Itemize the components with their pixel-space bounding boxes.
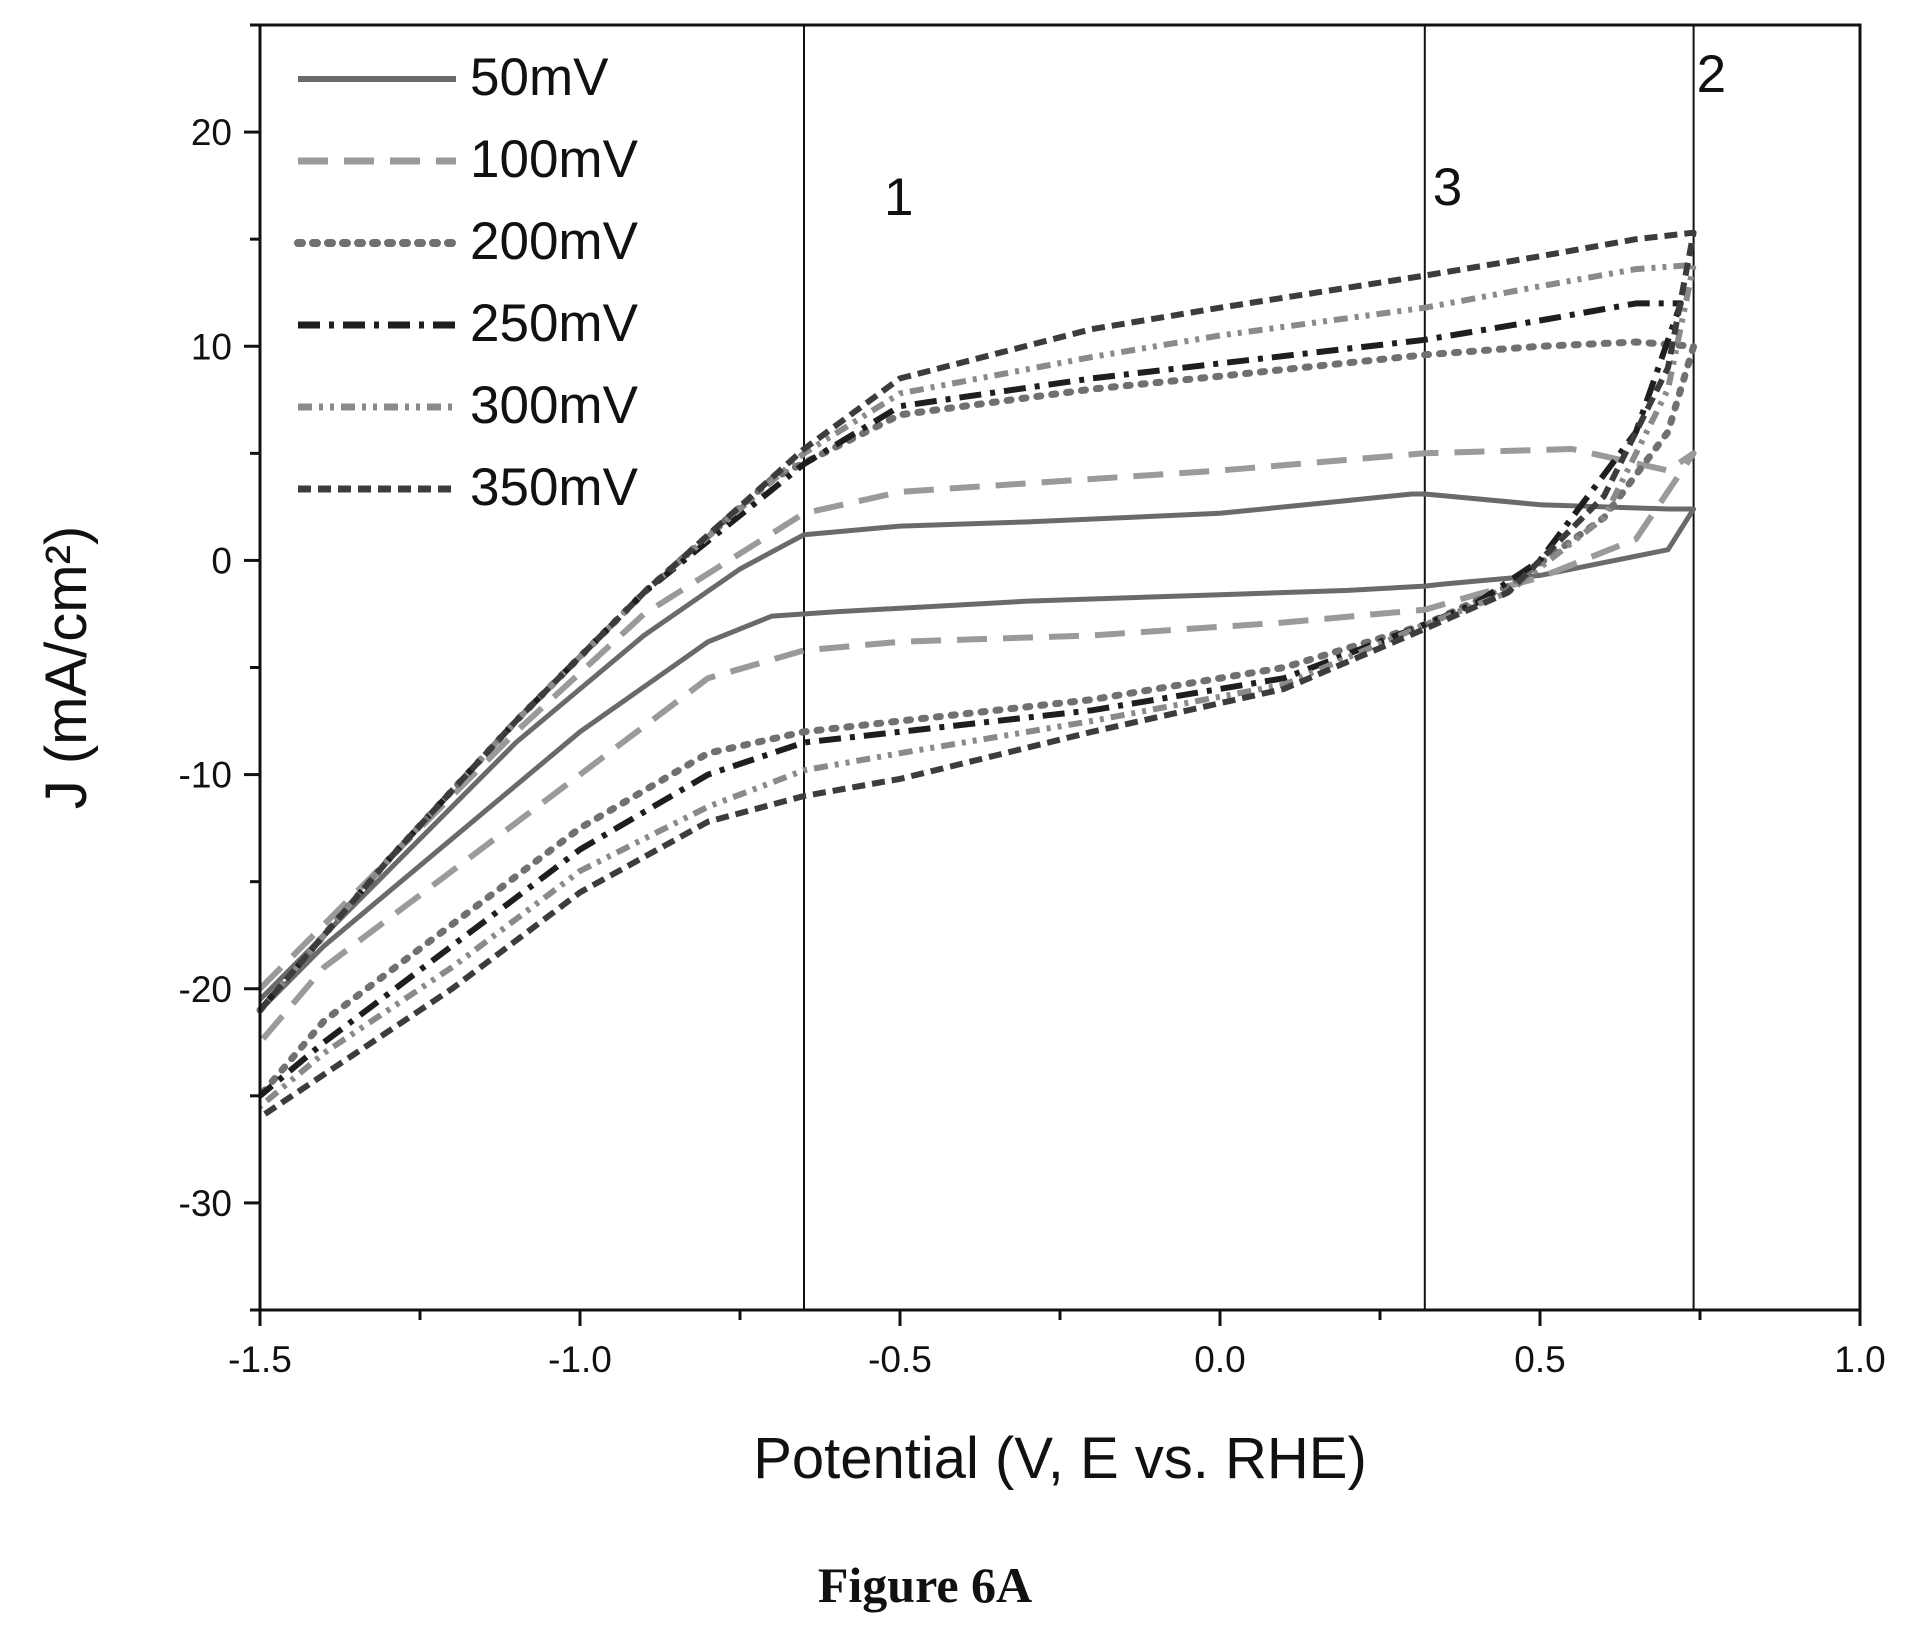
x-tick-label: 0.0 xyxy=(1194,1339,1245,1380)
figure-caption: Figure 6A xyxy=(818,1557,1032,1613)
series-line-300mV xyxy=(257,261,1697,1109)
x-axis-title: Potential (V, E vs. RHE) xyxy=(753,1426,1367,1491)
legend: 50mV 100mV 200mV 250mV 300mV 350mV xyxy=(294,48,639,517)
legend-label: 300mV xyxy=(470,376,639,435)
y-tick-label: -20 xyxy=(179,969,232,1010)
series-line-350mV xyxy=(257,229,1697,1120)
region-label: 2 xyxy=(1697,45,1726,104)
y-tick-label: -30 xyxy=(179,1183,232,1224)
x-tick-label: 0.5 xyxy=(1514,1339,1565,1380)
region-label: 1 xyxy=(884,168,913,227)
series-line-100mV xyxy=(257,446,1697,1045)
legend-label: 200mV xyxy=(470,212,639,271)
y-tick-label: 0 xyxy=(211,540,232,581)
vertical-markers: 1 3 2 xyxy=(803,25,1726,1310)
y-axis-title: J (mA/cm²) xyxy=(34,526,99,810)
y-tick-label: 20 xyxy=(191,112,232,153)
y-ticks: -30 -20 -10 0 10 20 xyxy=(179,23,260,1312)
series-lines xyxy=(256,229,1698,1120)
legend-label: 250mV xyxy=(470,294,639,353)
x-tick-label: -1.0 xyxy=(548,1339,612,1380)
x-tick-label: -1.5 xyxy=(228,1339,292,1380)
y-tick-label: -10 xyxy=(179,755,232,796)
series-line-50mV xyxy=(258,491,1697,1012)
series-line-200mV xyxy=(256,338,1698,1100)
x-ticks: -1.5 -1.0 -0.5 0.0 0.5 1.0 xyxy=(228,1310,1886,1380)
series-line-250mV xyxy=(257,300,1684,1099)
y-tick-label: 10 xyxy=(191,326,232,367)
x-tick-label: 1.0 xyxy=(1834,1339,1885,1380)
x-tick-label: -0.5 xyxy=(868,1339,932,1380)
legend-label: 50mV xyxy=(470,48,609,107)
region-label: 3 xyxy=(1433,158,1462,217)
legend-label: 100mV xyxy=(470,130,639,189)
legend-label: 350mV xyxy=(470,458,639,517)
